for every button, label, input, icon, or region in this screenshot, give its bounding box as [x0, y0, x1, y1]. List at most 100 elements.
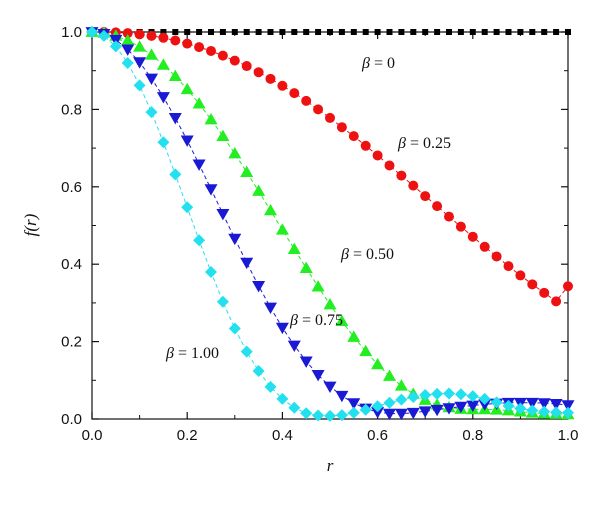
data-point	[264, 380, 277, 393]
data-point	[241, 61, 252, 72]
annotation-beta-0: β = 0	[361, 55, 395, 72]
data-point	[563, 281, 573, 292]
data-point	[303, 29, 310, 35]
data-point	[134, 29, 145, 40]
data-point	[219, 29, 226, 35]
data-point	[170, 35, 181, 46]
data-point	[216, 295, 229, 308]
data-point	[561, 400, 575, 412]
series-beta-0-75	[85, 27, 575, 421]
data-point	[457, 29, 464, 35]
data-point	[252, 184, 266, 196]
data-point	[419, 389, 432, 402]
data-point	[157, 136, 170, 149]
data-point	[467, 231, 478, 242]
data-point	[196, 29, 203, 35]
data-point	[288, 401, 301, 414]
data-point	[158, 32, 169, 43]
data-point	[146, 30, 157, 41]
data-point	[335, 390, 349, 403]
data-point	[549, 399, 563, 411]
data-point	[553, 29, 560, 35]
data-point	[228, 233, 242, 246]
data-point	[228, 147, 242, 159]
data-point	[86, 26, 98, 38]
y-axis-label: f(r)	[21, 213, 40, 236]
data-point	[395, 393, 408, 406]
data-point	[264, 203, 277, 216]
y-tick-label: 1.0	[61, 24, 82, 41]
data-point	[228, 322, 241, 335]
data-point	[469, 29, 476, 35]
data-point	[466, 390, 479, 403]
y-tick-label: 0.4	[61, 256, 82, 273]
data-point	[287, 242, 301, 254]
data-point	[396, 170, 407, 181]
data-point	[180, 135, 194, 147]
data-point	[145, 73, 158, 85]
data-point	[279, 29, 286, 35]
data-point	[562, 406, 574, 419]
data-point	[394, 408, 408, 421]
data-point	[97, 29, 110, 42]
data-point	[323, 297, 337, 310]
data-point	[217, 50, 228, 61]
data-point	[490, 396, 503, 409]
data-point	[478, 399, 492, 411]
annotation-beta-0-25: β = 0.25	[397, 135, 451, 152]
chart-marks	[85, 25, 575, 422]
data-point	[466, 400, 480, 412]
x-tick-label: 1.0	[558, 427, 579, 444]
data-point	[156, 58, 170, 70]
data-point	[446, 29, 452, 35]
data-point	[276, 392, 289, 405]
data-point	[422, 29, 429, 35]
data-point	[394, 379, 408, 391]
data-point	[398, 29, 405, 35]
x-axis-label: r	[327, 456, 334, 475]
data-point	[371, 357, 385, 370]
data-point	[371, 407, 385, 419]
data-point	[455, 221, 466, 232]
data-point	[311, 280, 325, 292]
data-point	[182, 38, 193, 49]
data-point	[122, 28, 133, 39]
data-point	[348, 131, 359, 142]
data-point	[444, 211, 454, 222]
data-point	[383, 369, 396, 381]
data-point	[539, 287, 550, 298]
data-point	[156, 92, 170, 104]
data-point	[121, 34, 135, 46]
series-line	[91, 31, 569, 417]
y-tick-label: 0.6	[61, 179, 82, 196]
data-point	[442, 403, 456, 415]
data-point	[181, 201, 194, 214]
series-beta-1-00	[86, 26, 574, 422]
data-point	[406, 407, 420, 420]
data-point	[410, 29, 417, 35]
data-point	[275, 223, 289, 235]
data-point	[133, 79, 146, 92]
data-point	[529, 29, 536, 35]
data-point	[169, 168, 182, 181]
data-point	[315, 29, 322, 35]
data-point	[255, 29, 262, 35]
data-point	[253, 67, 264, 78]
data-point	[324, 409, 336, 422]
series-line	[91, 31, 569, 415]
data-point	[454, 388, 467, 401]
data-point	[550, 406, 563, 419]
data-point	[206, 45, 216, 56]
data-point	[216, 129, 230, 141]
data-point	[194, 42, 205, 53]
data-point	[168, 113, 182, 125]
data-point	[243, 29, 250, 35]
series-line	[91, 31, 569, 415]
data-point	[299, 356, 313, 368]
data-point	[503, 261, 514, 272]
data-point	[299, 261, 313, 273]
data-point	[172, 29, 179, 35]
x-tick-label: 0.2	[177, 427, 198, 444]
data-point	[267, 29, 274, 35]
